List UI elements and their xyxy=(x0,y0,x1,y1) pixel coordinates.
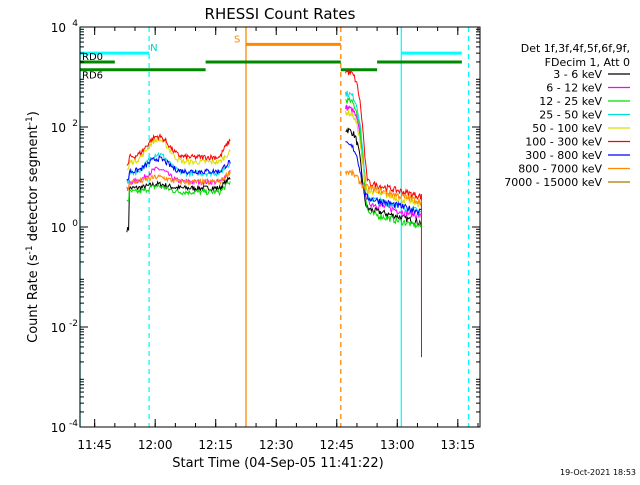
y-tick-label-2: 10 xyxy=(51,221,66,235)
series-line-b-2 xyxy=(345,96,422,229)
x-tick-label-5: 13:00 xyxy=(380,438,415,452)
legend-header-1: Det 1f,3f,4f,5f,6f,9f, xyxy=(521,42,630,55)
legend-header-2: FDecim 1, Att 0 xyxy=(545,56,630,69)
series-line-b-1 xyxy=(345,104,422,220)
chart-title: RHESSI Count Rates xyxy=(205,5,356,23)
y-tick-exp-1: -2 xyxy=(69,319,78,329)
series-line-a-6 xyxy=(126,155,231,181)
legend-label-3: 25 - 50 keV xyxy=(539,109,602,122)
y-tick-label-3: 10 xyxy=(51,121,66,135)
legend-label-1: 6 - 12 keV xyxy=(546,82,602,95)
y-tick-label-4: 10 xyxy=(51,21,66,35)
series-line-b-0 xyxy=(345,127,422,226)
plot-frame xyxy=(79,26,481,428)
series-line-b-6 xyxy=(345,141,422,216)
x-tick-label-2: 12:15 xyxy=(198,438,233,452)
y-tick-exp-0: -4 xyxy=(69,419,78,429)
series-line-b-7 xyxy=(345,168,422,207)
legend-label-0: 3 - 6 keV xyxy=(553,68,602,81)
x-tick-label-1: 12:00 xyxy=(138,438,173,452)
night-label: N xyxy=(150,43,157,54)
series-line-a-4 xyxy=(126,136,231,170)
legend-label-8: 7000 - 15000 keV xyxy=(504,176,602,189)
series-line-a-0 xyxy=(126,176,231,233)
y-axis-label-mid: detector segment xyxy=(26,125,41,245)
y-tick-label-1: 10 xyxy=(51,321,66,335)
y-axis-label-sup2: -1 xyxy=(25,116,35,125)
y-tick-exp-3: 2 xyxy=(72,119,78,129)
y-axis-label-sup: -1 xyxy=(25,245,35,254)
legend-label-5: 100 - 300 keV xyxy=(525,136,602,149)
segment-label-1: RD0 xyxy=(82,52,103,63)
legend-label-4: 50 - 100 keV xyxy=(532,122,602,135)
interval-lines xyxy=(79,27,470,427)
x-tick-label-6: 13:15 xyxy=(441,438,476,452)
y-axis-label-suffix: ) xyxy=(26,111,41,116)
y-tick-exp-2: 0 xyxy=(72,219,78,229)
segment-label-3: S xyxy=(234,34,240,45)
x-tick-label-4: 12:45 xyxy=(319,438,354,452)
series-line-a-5 xyxy=(126,133,231,166)
legend-label-2: 12 - 25 keV xyxy=(539,95,602,108)
x-tick-label-0: 11:45 xyxy=(77,438,112,452)
attenuator-segments: RD0 RD6 S N xyxy=(80,34,462,82)
legend-label-7: 800 - 7000 keV xyxy=(518,163,602,176)
series-line-b-5 xyxy=(345,69,422,358)
x-tick-label-3: 12:30 xyxy=(259,438,294,452)
y-axis-label: Count Rate (s-1 detector segment-1) xyxy=(25,111,41,343)
y-tick-label-0: 10 xyxy=(51,421,66,435)
legend: Det 1f,3f,4f,5f,6f,9f, FDecim 1, Att 0 3… xyxy=(504,42,630,189)
x-axis-label: Start Time (04-Sep-05 11:41:22) xyxy=(172,456,383,471)
series-line-a-7 xyxy=(126,171,231,192)
segment-label-2: RD6 xyxy=(82,71,103,82)
timestamp: 19-Oct-2021 18:53 xyxy=(560,468,636,477)
series-lines xyxy=(126,69,422,358)
series-line-a-2 xyxy=(126,181,231,202)
y-tick-exp-4: 4 xyxy=(72,19,78,29)
legend-label-6: 300 - 800 keV xyxy=(525,149,602,162)
y-axis-label-prefix: Count Rate (s xyxy=(26,254,41,343)
